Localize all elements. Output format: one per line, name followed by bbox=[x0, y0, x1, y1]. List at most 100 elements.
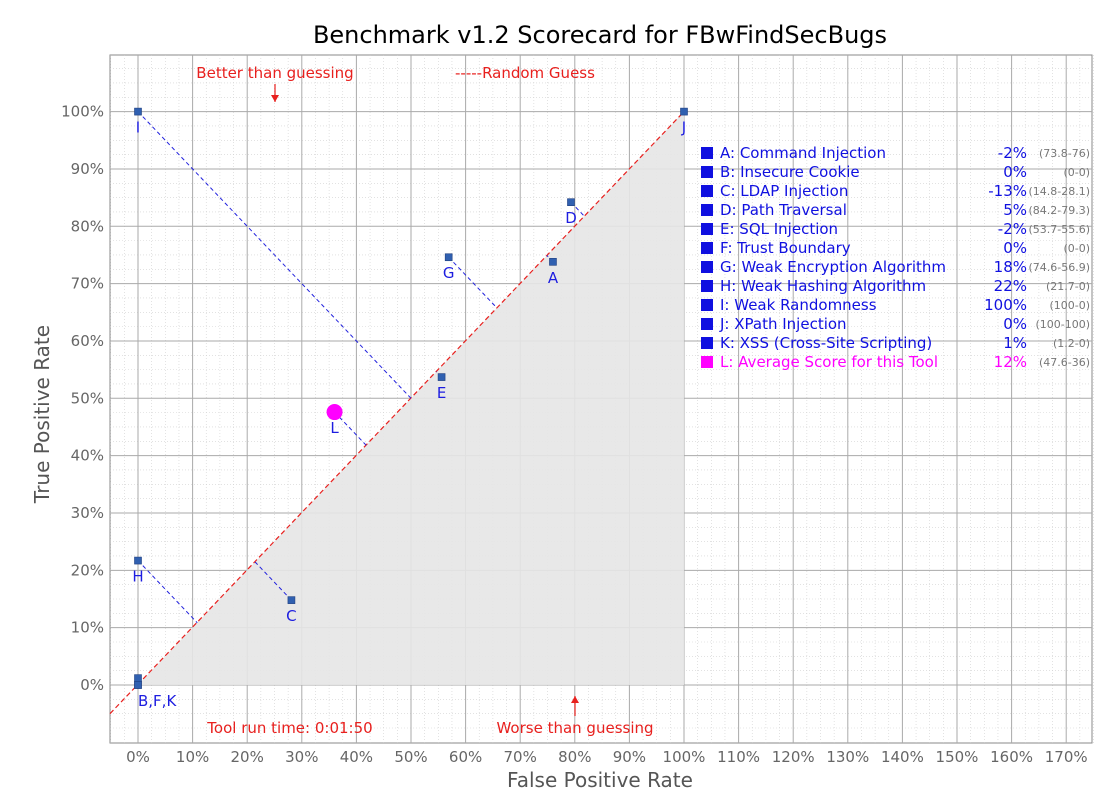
x-tick-label: 20% bbox=[231, 748, 264, 766]
legend-item-b: B: Insecure Cookie 0% (0-0) bbox=[701, 163, 1090, 181]
legend-item-a: A: Command Injection -2% (73.8-76) bbox=[701, 144, 1090, 162]
legend-label: B: Insecure Cookie bbox=[720, 163, 860, 181]
legend-range: (0-0) bbox=[1063, 242, 1090, 255]
legend-item-d: D: Path Traversal 5% (84.2-79.3) bbox=[701, 201, 1090, 219]
x-tick-label: 50% bbox=[394, 748, 427, 766]
y-tick-label: 10% bbox=[71, 619, 104, 637]
legend-score: 0% bbox=[1003, 315, 1027, 333]
legend-range: (14.8-28.1) bbox=[1028, 185, 1090, 198]
data-point-average bbox=[326, 404, 343, 421]
legend-item-c: C: LDAP Injection -13% (14.8-28.1) bbox=[701, 182, 1090, 200]
projection-line-h bbox=[137, 560, 198, 624]
x-tick-label: 150% bbox=[936, 748, 979, 766]
x-tick-label: 70% bbox=[504, 748, 537, 766]
y-tick-label: 60% bbox=[71, 332, 104, 350]
better-than-guessing-label: Better than guessing bbox=[196, 64, 353, 82]
legend-swatch bbox=[701, 166, 713, 178]
axis-ticks: 0% 10% 20% 30% 40% 50% 60% 70% 80% 90% 100% 110% 120… bbox=[61, 103, 1088, 766]
point-label: I bbox=[136, 119, 140, 137]
legend-label: F: Trust Boundary bbox=[720, 239, 851, 257]
data-point-k bbox=[134, 674, 142, 682]
y-tick-label: 20% bbox=[71, 561, 104, 579]
data-point-c bbox=[287, 596, 296, 604]
legend-item-k: K: XSS (Cross-Site Scripting) 1% (1.2-0) bbox=[701, 334, 1090, 352]
legend-score: 5% bbox=[1003, 201, 1027, 219]
legend-swatch bbox=[701, 337, 713, 349]
legend-range: (73.8-76) bbox=[1039, 147, 1090, 160]
legend-item-g: G: Weak Encryption Algorithm 18% (74.6-56.… bbox=[701, 258, 1090, 276]
better-arrow bbox=[271, 84, 279, 102]
y-tick-label: 40% bbox=[71, 447, 104, 465]
tool-runtime-label: Tool run time: 0:01:50 bbox=[206, 719, 372, 737]
legend-item-i: I: Weak Randomness 100% (100-0) bbox=[701, 296, 1090, 314]
legend-label: G: Weak Encryption Algorithm bbox=[720, 258, 946, 276]
x-axis-title: False Positive Rate bbox=[507, 768, 693, 792]
projection-line-c bbox=[254, 561, 292, 601]
legend-label: K: XSS (Cross-Site Scripting) bbox=[720, 334, 932, 352]
y-tick-label: 70% bbox=[71, 275, 104, 293]
data-point-f bbox=[134, 681, 142, 689]
x-tick-label: 40% bbox=[340, 748, 373, 766]
legend-range: (74.6-56.9) bbox=[1028, 261, 1090, 274]
x-tick-label: 110% bbox=[717, 748, 760, 766]
point-label: G bbox=[443, 264, 455, 282]
projection-line-i bbox=[137, 111, 412, 399]
point-label: J bbox=[681, 119, 686, 137]
legend-range: (1.2-0) bbox=[1053, 337, 1090, 350]
point-label: D bbox=[565, 209, 577, 227]
data-point-j bbox=[680, 107, 688, 116]
point-label: H bbox=[132, 568, 143, 586]
legend-range: (0-0) bbox=[1063, 166, 1090, 179]
y-axis-title: True Positive Rate bbox=[30, 325, 54, 504]
y-tick-label: 50% bbox=[71, 389, 104, 407]
legend-item-h: H: Weak Hashing Algorithm 22% (21.7-0) bbox=[701, 277, 1090, 295]
data-point-i bbox=[134, 107, 142, 116]
data-points bbox=[134, 107, 688, 689]
legend-score: 0% bbox=[1003, 239, 1027, 257]
x-tick-label: 30% bbox=[285, 748, 318, 766]
legend-swatch bbox=[701, 242, 713, 254]
legend-swatch bbox=[701, 318, 713, 330]
legend-range: (100-0) bbox=[1049, 299, 1090, 312]
y-tick-label: 90% bbox=[71, 160, 104, 178]
legend-range: (21.7-0) bbox=[1046, 280, 1090, 293]
data-point-e bbox=[437, 373, 446, 381]
worse-arrow bbox=[571, 696, 579, 716]
x-tick-label: 100% bbox=[663, 748, 706, 766]
data-point-d bbox=[567, 198, 575, 206]
legend-swatch bbox=[701, 261, 713, 273]
x-tick-label: 60% bbox=[449, 748, 482, 766]
x-tick-label: 160% bbox=[990, 748, 1033, 766]
data-point-a bbox=[549, 258, 557, 266]
legend-score: 18% bbox=[994, 258, 1027, 276]
x-tick-label: 80% bbox=[558, 748, 591, 766]
point-label: E bbox=[437, 384, 446, 402]
legend-label: A: Command Injection bbox=[720, 144, 886, 162]
legend-label: C: LDAP Injection bbox=[720, 182, 848, 200]
legend-label: I: Weak Randomness bbox=[720, 296, 877, 314]
legend-swatch bbox=[701, 280, 713, 292]
x-tick-label: 0% bbox=[126, 748, 150, 766]
legend-score: 1% bbox=[1003, 334, 1027, 352]
x-tick-label: 10% bbox=[176, 748, 209, 766]
legend-score: 22% bbox=[994, 277, 1027, 295]
legend-swatch bbox=[701, 204, 713, 216]
point-label: B,F,K bbox=[138, 692, 177, 710]
legend-label: D: Path Traversal bbox=[720, 201, 847, 219]
legend-score: -2% bbox=[998, 220, 1027, 238]
legend-score: 12% bbox=[994, 353, 1027, 371]
legend-swatch bbox=[701, 147, 713, 159]
legend-label: L: Average Score for this Tool bbox=[720, 353, 938, 371]
y-tick-label: 0% bbox=[80, 676, 104, 694]
x-tick-label: 140% bbox=[881, 748, 924, 766]
legend-range: (47.6-36) bbox=[1039, 356, 1090, 369]
point-label: A bbox=[548, 269, 559, 287]
chart-title: Benchmark v1.2 Scorecard for FBwFindSecB… bbox=[313, 21, 887, 49]
y-tick-label: 30% bbox=[71, 504, 104, 522]
random-guess-line bbox=[109, 111, 685, 715]
x-tick-label: 170% bbox=[1045, 748, 1088, 766]
point-label: L bbox=[330, 419, 339, 437]
legend-score: -13% bbox=[988, 182, 1027, 200]
y-tick-label: 80% bbox=[71, 217, 104, 235]
